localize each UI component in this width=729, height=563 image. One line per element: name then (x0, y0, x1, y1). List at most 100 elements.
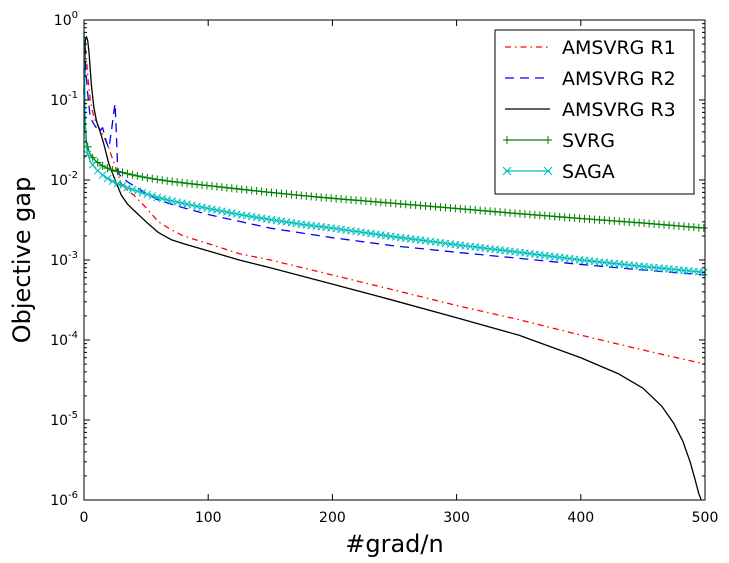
series-amsvrg-r2 (83, 61, 706, 276)
legend-label: AMSVRG R1 (562, 37, 676, 59)
series-svrg (83, 68, 708, 233)
series-marker-saga (83, 150, 92, 159)
series-marker-saga (193, 202, 201, 211)
series-marker-svrg (168, 177, 177, 186)
series-marker-saga (133, 187, 142, 196)
y-tick-base: 10 (50, 493, 68, 509)
series-marker-svrg (197, 180, 206, 189)
x-tick-label: 300 (443, 510, 470, 526)
y-tick-base: 10 (50, 173, 68, 189)
y-tick-label: 10-5 (50, 410, 78, 429)
series-marker-saga (128, 185, 137, 194)
y-tick-base: 10 (54, 13, 72, 29)
legend-entry-amsvrg-r1: AMSVRG R1 (505, 37, 676, 59)
series-marker-svrg (257, 187, 266, 196)
tick-layer: 0 100 200 300 400 50010010-110-210-310-410-51… (50, 10, 718, 526)
series-marker-saga (198, 203, 206, 212)
series-saga (83, 32, 708, 277)
series-marker-svrg (163, 176, 172, 185)
series-marker-svrg (143, 173, 152, 182)
legend-label: SVRG (562, 130, 615, 152)
series-marker-svrg (252, 186, 261, 195)
series-marker-svrg (113, 167, 122, 176)
series-marker-saga (143, 190, 152, 199)
x-tick-label: 100 (195, 510, 222, 526)
series-marker-svrg (148, 174, 157, 183)
series-marker-saga (183, 200, 191, 209)
series-marker-svrg (232, 184, 241, 193)
y-tick-label: 100 (54, 10, 78, 29)
series-marker-svrg (178, 178, 187, 187)
series-marker-svrg (83, 142, 92, 151)
legend-label: AMSVRG R2 (562, 68, 676, 90)
series-marker-saga (98, 171, 107, 179)
series-marker-svrg (128, 170, 137, 179)
y-tick-exponent: -4 (68, 330, 78, 341)
series-marker-saga (168, 197, 177, 205)
series-marker-svrg (118, 168, 127, 177)
series-marker-svrg (237, 185, 246, 194)
legend-entry-amsvrg-r2: AMSVRG R2 (505, 68, 676, 90)
legend-box (494, 29, 695, 195)
legend-label: SAGA (562, 161, 615, 183)
legend-entry-amsvrg-r3: AMSVRG R3 (505, 99, 676, 121)
y-tick-label: 10-6 (50, 490, 78, 509)
series-layer (83, 32, 708, 501)
series-marker-saga (163, 196, 172, 204)
legend: AMSVRG R1 AMSVRG R2 AMSVRG R3 SVRG SAGA (494, 29, 695, 195)
series-marker-saga (153, 193, 162, 202)
series-marker-svrg (123, 169, 132, 178)
series-marker-saga (113, 179, 122, 188)
series-marker-svrg (138, 172, 147, 181)
y-tick-exponent: -2 (68, 170, 78, 181)
series-marker-saga (188, 201, 196, 210)
series-marker-svrg (153, 175, 162, 184)
series-marker-svrg (158, 176, 167, 185)
series-marker-svrg (217, 183, 226, 192)
y-tick-base: 10 (50, 253, 68, 269)
y-tick-exponent: -1 (68, 90, 78, 101)
y-tick-base: 10 (50, 93, 68, 109)
y-tick-label: 10-1 (50, 90, 78, 109)
series-marker-svrg (262, 187, 271, 196)
y-tick-label: 10-4 (50, 330, 78, 349)
y-tick-exponent: 0 (72, 10, 78, 21)
series-marker-svrg (247, 186, 256, 195)
x-axis-label: #grad/n (345, 530, 443, 558)
series-marker-svrg (88, 153, 97, 162)
series-line-amsvrg-r1 (83, 47, 706, 365)
series-marker-svrg (212, 182, 221, 191)
series-marker-saga (138, 188, 147, 197)
x-tick-label: 400 (567, 510, 594, 526)
series-marker-saga (148, 191, 157, 200)
series-marker-svrg (242, 185, 251, 194)
y-tick-base: 10 (50, 413, 68, 429)
series-marker-svrg (193, 180, 202, 189)
series-marker-saga (103, 174, 112, 183)
series-marker-svrg (699, 224, 708, 233)
series-marker-svrg (202, 181, 211, 190)
series-marker-svrg (188, 179, 197, 188)
x-tick-label: 500 (692, 510, 719, 526)
series-marker-saga (108, 177, 117, 186)
y-tick-exponent: -3 (68, 250, 78, 261)
series-marker-svrg (183, 179, 192, 188)
series-marker-svrg (98, 161, 107, 170)
series-marker-saga (158, 194, 167, 203)
series-marker-svrg (133, 171, 142, 180)
series-marker-svrg (207, 182, 216, 191)
y-axis-label: Objective gap (8, 177, 36, 344)
y-tick-label: 10-2 (50, 170, 78, 189)
series-amsvrg-r3 (83, 35, 702, 501)
series-marker-svrg (222, 183, 231, 192)
x-tick-label: 200 (319, 510, 346, 526)
series-marker-saga (118, 181, 127, 190)
y-tick-label: 10-3 (50, 250, 78, 269)
series-marker-saga (178, 199, 186, 207)
series-marker-saga (88, 160, 97, 169)
series-line-amsvrg-r3 (83, 35, 702, 501)
series-marker-svrg (227, 184, 236, 193)
y-tick-base: 10 (50, 333, 68, 349)
series-marker-saga (173, 198, 182, 206)
